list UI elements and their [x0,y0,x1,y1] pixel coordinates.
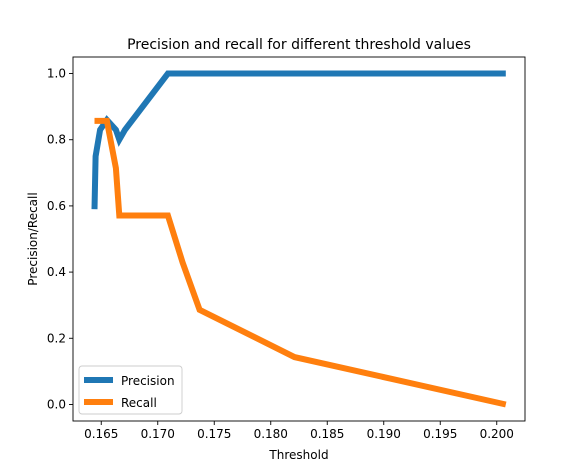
x-tick-label: 0.170 [141,427,175,441]
series-line-recall [94,117,507,408]
x-tick-label: 0.185 [310,427,344,441]
plot-area-frame [72,56,526,422]
legend: Precision Recall [78,365,183,415]
x-tick-label: 0.165 [84,427,118,441]
series-layer [91,70,507,408]
series-line-precision [91,70,506,210]
x-tick-label: 0.175 [197,427,231,441]
x-tick-label: 0.200 [480,427,514,441]
y-tick-label: 1.0 [47,67,66,81]
y-tick-label: 0.8 [47,133,66,147]
legend-label-recall: Recall [121,396,157,410]
y-tick-label: 0.0 [47,397,66,411]
y-tick-label: 0.2 [47,331,66,345]
x-axis-label: Threshold [268,448,328,462]
x-tick-label: 0.195 [423,427,457,441]
y-tick-label: 0.4 [47,265,66,279]
y-tick-label: 0.6 [47,199,66,213]
y-axis-label: Precision/Recall [26,192,40,285]
x-tick-label: 0.180 [254,427,288,441]
x-tick-label: 0.190 [367,427,401,441]
legend-label-precision: Precision [121,374,175,388]
axis-ticks: 0.165 0.170 0.175 0.180 0.185 0.190 0.195 0.200… [47,67,514,441]
chart-title: Precision and recall for different thres… [127,37,471,53]
